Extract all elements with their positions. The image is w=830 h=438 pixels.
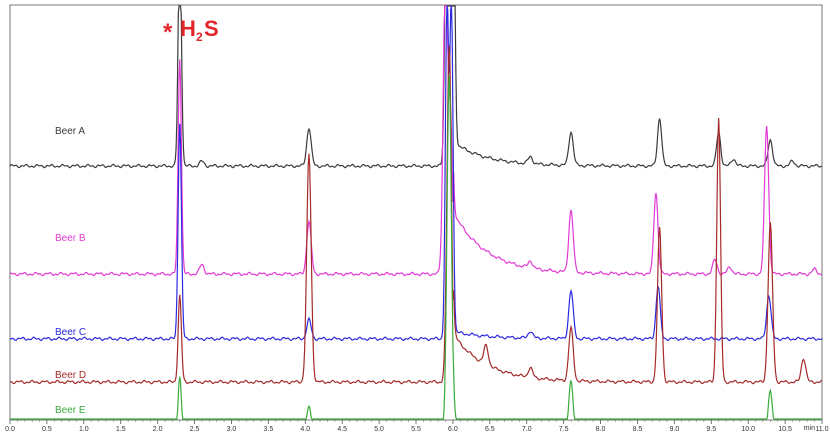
trace-beer-e [10,75,822,420]
x-tick-label: 9.0 [669,426,679,433]
trace-beer-c [9,5,823,342]
label-beer-b: Beer B [55,233,86,244]
label-beer-a: Beer A [55,126,85,137]
x-tick-label: 9.5 [706,426,716,433]
x-tick-label: 10.5 [778,426,792,433]
annotation-h: H [180,16,196,41]
x-tick-label: 8.0 [596,426,606,433]
traces-group [9,5,823,420]
x-tick-label: 6.0 [448,426,458,433]
x-tick-label: 10.0 [741,426,755,433]
x-tick-label: 5.0 [374,426,384,433]
x-tick-label: 4.0 [300,426,310,433]
x-tick-label: 6.5 [485,426,495,433]
trace-beer-a [9,5,823,169]
x-axis-ticks-group: 0.0 0.5 1.0 1.5 2.0 2.5 3.0 3.5 4.0 4.5 5.0 5.5 6.0 6… [5,420,829,433]
x-tick-label: 8.5 [633,426,643,433]
x-tick-label: 5.5 [411,426,421,433]
label-beer-d: Beer D [55,370,86,381]
label-beer-e: Beer E [55,405,86,416]
x-tick-label: 7.5 [559,426,569,433]
trace-beer-d [9,45,823,385]
x-tick-label: 1.5 [116,426,126,433]
x-tick-label: 2.0 [153,426,163,433]
annotation-subscript: 2 [196,30,203,44]
x-tick-label: 0.5 [42,426,52,433]
x-tick-label: 3.5 [263,426,273,433]
x-tick-label: 11.0 [815,426,828,433]
x-axis-unit-label: min [804,425,815,432]
x-tick-label: 0.0 [5,426,15,433]
trace-beer-b [9,5,823,277]
x-tick-label: 7.0 [522,426,532,433]
annotation-s: S [204,16,219,41]
x-tick-label: 1.0 [79,426,89,433]
plot-frame [9,4,823,421]
x-tick-label: 3.0 [227,426,237,433]
label-beer-c: Beer C [55,327,86,338]
x-tick-label: 2.5 [190,426,200,433]
annotation-star: * [163,19,173,46]
trace-labels-group: Beer A Beer B Beer C Beer D Beer E [55,126,86,416]
h2s-annotation: * H 2 S [163,16,219,46]
x-tick-label: 4.5 [337,426,347,433]
